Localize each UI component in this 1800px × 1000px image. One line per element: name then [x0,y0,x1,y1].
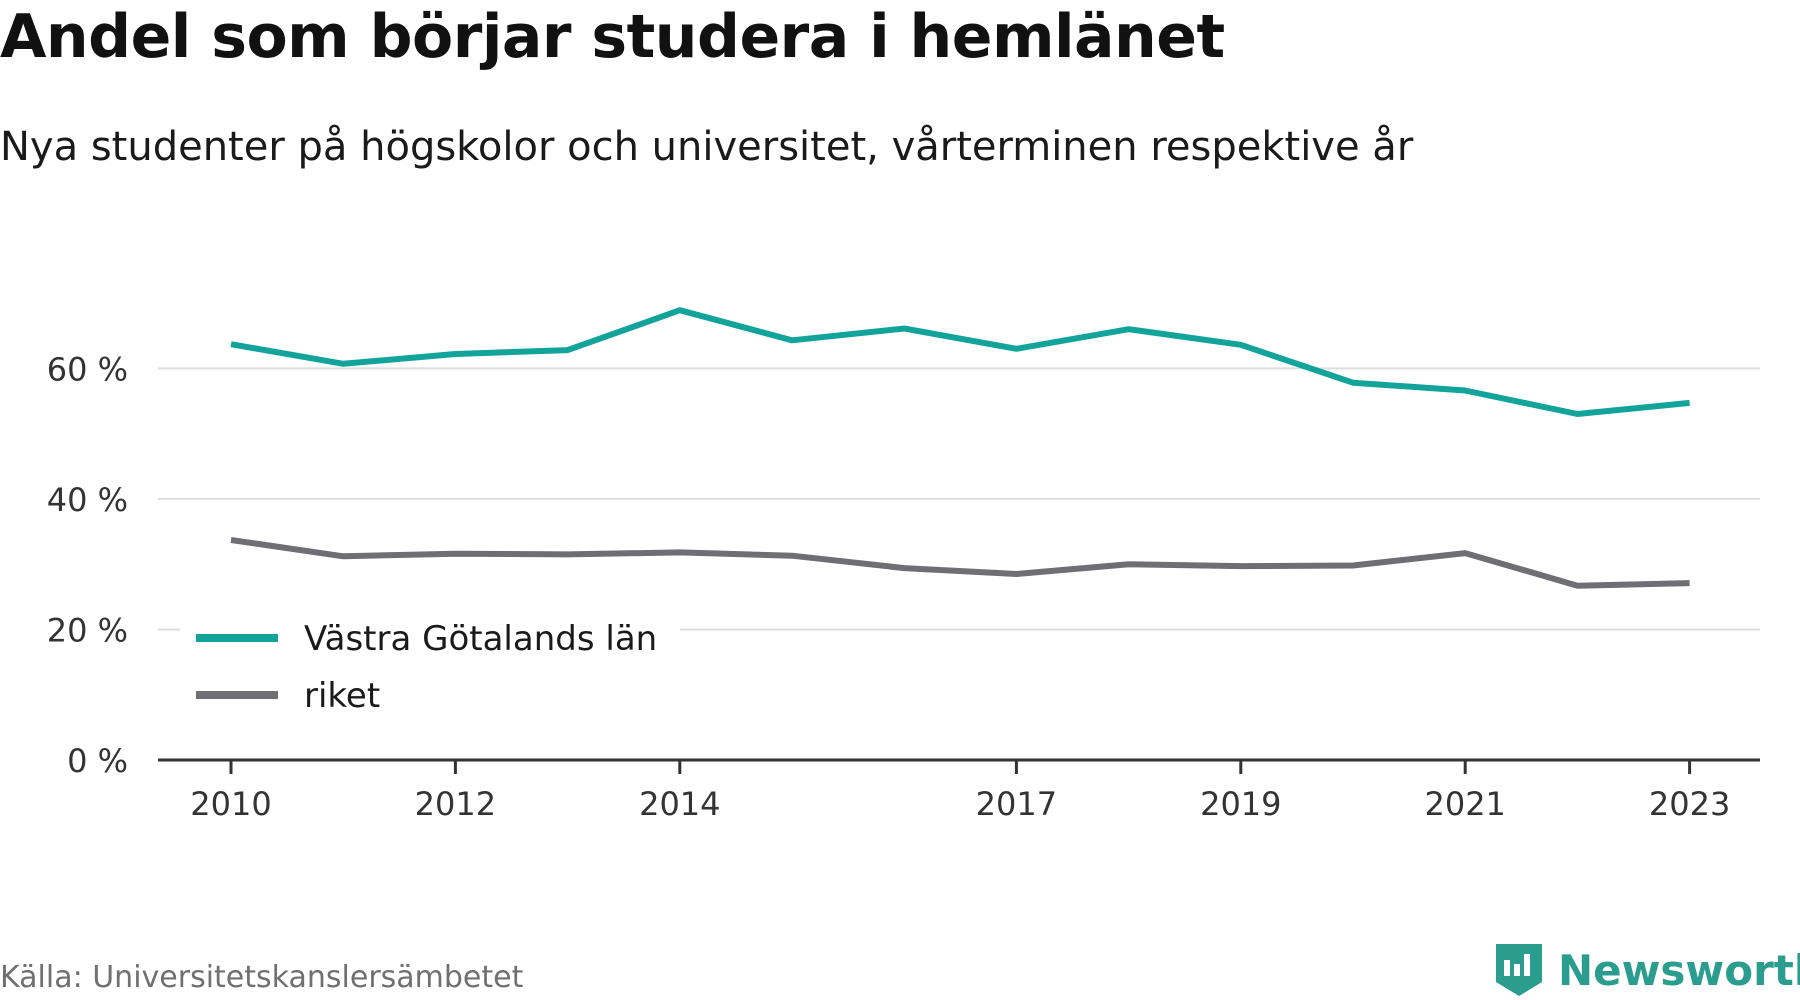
chart-title: Andel som börjar studera i hemlänet [0,2,1225,72]
x-tick-label: 2023 [1649,785,1730,823]
x-axis-ticks: 2010 2012 2014 2017 2019 2021 2023 [190,760,1730,823]
series-line-1 [230,537,1690,589]
y-tick-label: 40 % [47,481,128,519]
x-tick-label: 2010 [190,785,271,823]
legend: Västra Götalands län riket [180,605,680,725]
x-tick-label: 2012 [415,785,496,823]
series-lines [230,307,1690,589]
y-tick-label: 0 % [67,742,128,780]
y-tick-label: 60 % [47,350,128,388]
legend-background [180,605,680,725]
y-tick-label: 20 % [47,611,128,649]
chart-subtitle: Nya studenter på högskolor och universit… [0,124,1414,170]
source-note: Källa: Universitetskanslersämbetet [0,960,524,995]
brand-logo: Newsworthy [1494,940,1800,1000]
y-axis-ticks: 0 % 20 % 40 % 60 % [47,350,128,780]
gridlines [158,367,1760,631]
legend-label: Västra Götalands län [304,619,657,659]
series-line-0 [230,307,1690,417]
x-tick-label: 2017 [976,785,1057,823]
x-tick-label: 2014 [639,785,720,823]
x-tick-label: 2021 [1424,785,1505,823]
legend-label: riket [304,676,380,716]
x-tick-label: 2019 [1200,785,1281,823]
newsworthy-logo-icon [1496,944,1542,996]
brand-name: Newsworthy [1558,945,1800,995]
